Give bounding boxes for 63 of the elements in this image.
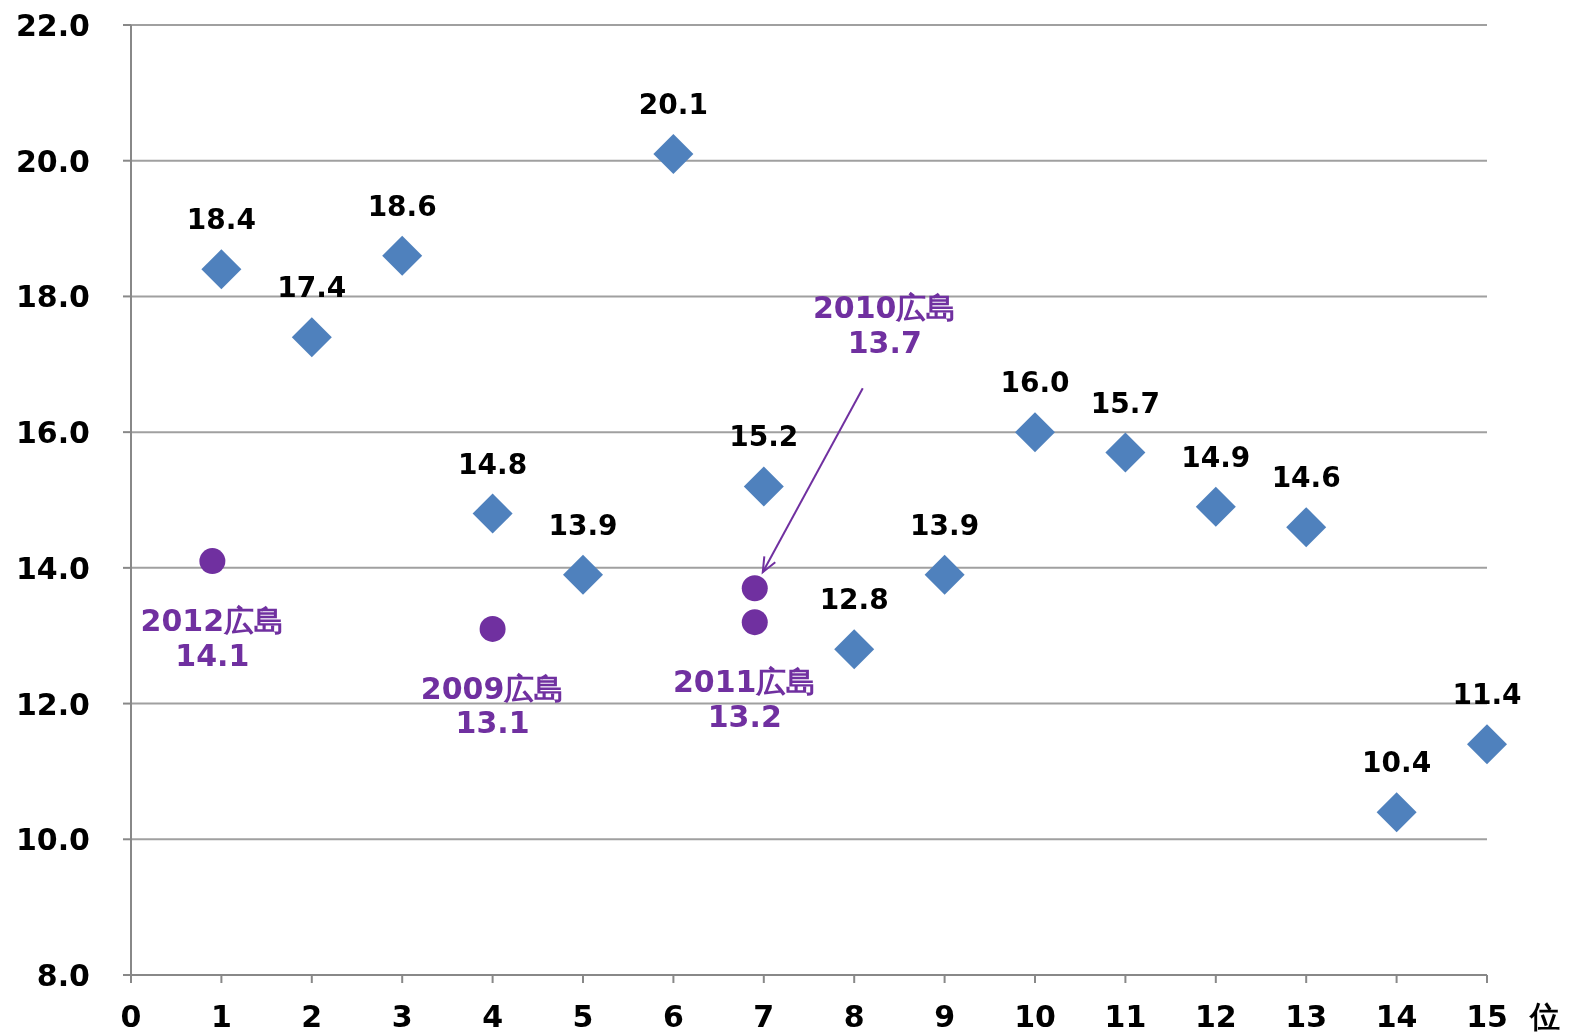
point	[741, 575, 768, 602]
y-tick-label: 14.0	[15, 550, 90, 586]
point	[653, 133, 694, 174]
x-tick-label: 13	[1285, 999, 1328, 1034]
point	[199, 548, 226, 575]
data-label: 2010広島 13.7	[813, 290, 957, 360]
x-tick-label: 0	[120, 999, 142, 1034]
point	[1286, 507, 1327, 548]
data-label: 15.2	[729, 420, 799, 454]
y-tick-label: 8.0	[36, 958, 90, 993]
y-tick-label: 18.0	[15, 279, 90, 315]
x-tick-label: 1	[210, 999, 232, 1034]
data-label: 17.4	[277, 271, 347, 305]
point	[743, 466, 784, 507]
x-tick-label: 14	[1375, 999, 1418, 1034]
point	[1195, 486, 1236, 527]
data-label: 10.4	[1362, 746, 1432, 780]
point	[563, 554, 603, 595]
point	[479, 615, 506, 642]
point	[291, 317, 332, 358]
x-tick-label: 9	[934, 999, 956, 1034]
data-label: 11.4	[1452, 678, 1522, 712]
y-tick-label: 10.0	[15, 822, 90, 858]
y-tick-label: 20.0	[15, 143, 90, 179]
data-label: 2009広島 13.1	[420, 670, 565, 741]
x-tick-label: 8	[843, 999, 865, 1034]
x-tick-label: 6	[662, 999, 684, 1034]
data-label: 2012広島 14.1	[140, 603, 285, 673]
point	[834, 629, 875, 670]
point	[382, 235, 423, 276]
data-label: 13.9	[910, 508, 980, 542]
point	[741, 609, 768, 636]
data-label: 13.9	[548, 508, 618, 542]
data-label: 20.1	[638, 87, 708, 121]
x-tick-label: 11	[1104, 999, 1147, 1034]
data-label: 18.6	[367, 189, 437, 223]
x-tick-label: 4	[482, 999, 504, 1034]
x-tick-label: 3	[391, 999, 413, 1034]
y-tick-label: 12.0	[15, 686, 90, 722]
data-label: 2011広島 13.2	[673, 664, 817, 734]
x-axis-title: 位	[1529, 999, 1560, 1034]
point	[1105, 432, 1146, 473]
point	[924, 554, 965, 595]
data-label: 14.8	[458, 447, 528, 481]
x-tick-label: 7	[753, 999, 775, 1034]
x-tick-label: 15	[1466, 999, 1508, 1034]
data-label: 16.0	[1000, 366, 1070, 400]
data-label: 18.4	[186, 203, 256, 237]
data-label: 14.9	[1181, 440, 1251, 474]
point	[472, 493, 513, 534]
data-label: 15.7	[1090, 386, 1160, 420]
point	[201, 249, 242, 290]
data-label: 14.6	[1271, 461, 1341, 495]
y-tick-label: 16.0	[15, 415, 90, 451]
y-tick-label: 22.0	[15, 8, 90, 43]
x-tick-label: 5	[572, 999, 594, 1034]
x-tick-label: 2	[301, 999, 323, 1034]
point	[1467, 724, 1507, 765]
point	[1015, 412, 1055, 453]
point	[1376, 792, 1417, 833]
x-tick-label: 12	[1194, 999, 1237, 1034]
x-tick-label: 10	[1014, 999, 1056, 1034]
data-label: 12.8	[819, 583, 889, 617]
